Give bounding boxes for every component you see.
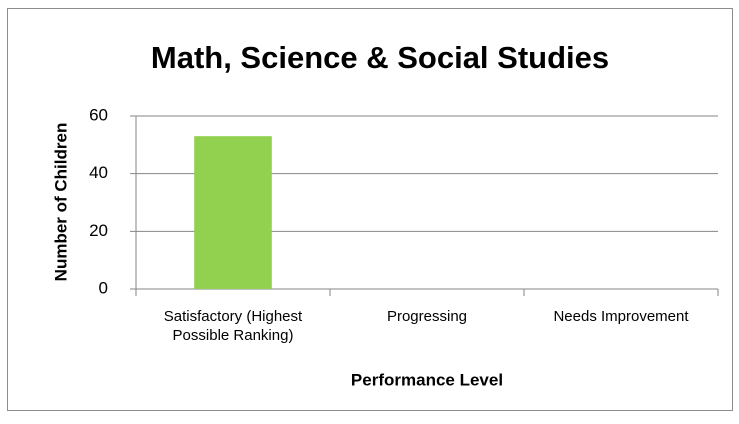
y-axis-label: Number of Children [51,123,70,282]
x-tick-label: Needs Improvement [553,308,689,325]
x-tick-label: Satisfactory (Highest Possible Ranking) [163,308,303,344]
x-axis-label: Performance Level [351,370,503,389]
chart-border [7,8,733,411]
x-tick-label: Progressing [386,308,468,325]
y-tick-label: 60 [89,105,108,124]
chart-title: Math, Science & Social Studies [151,40,609,75]
y-tick-label: 20 [89,221,108,240]
bar [194,136,272,289]
y-tick-label: 0 [99,278,108,297]
y-tick-label: 40 [89,163,108,182]
